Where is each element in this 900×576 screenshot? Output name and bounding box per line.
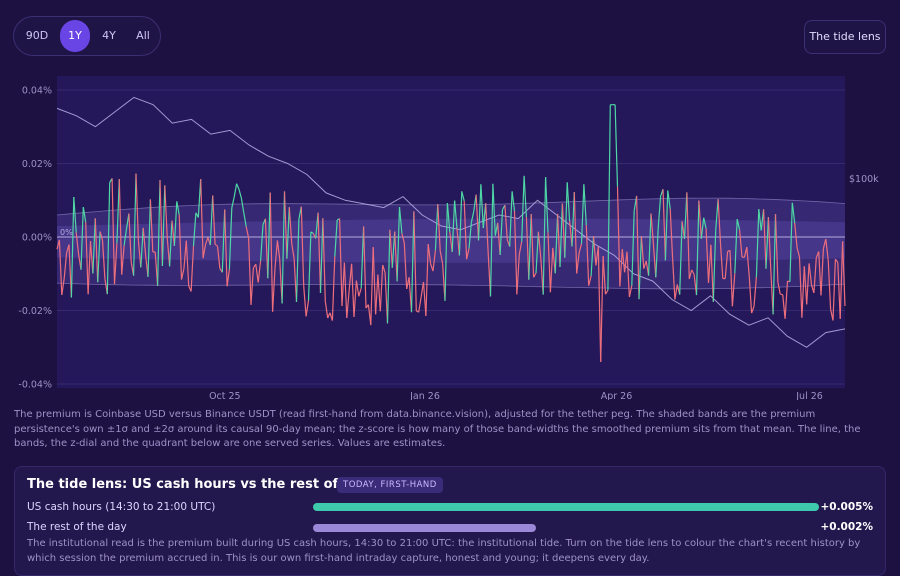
right-axis-label: $100k xyxy=(849,174,879,185)
tide-lens-panel: The tide lens: US cash hours vs the rest… xyxy=(14,466,886,576)
range-all-button[interactable]: All xyxy=(128,20,158,52)
tide-lens-badge: TODAY, FIRST-HAND xyxy=(337,477,443,493)
x-tick-label: Jan 26 xyxy=(409,391,440,400)
y-tick-label: -0.04% xyxy=(18,380,52,391)
us-hours-bar-fill xyxy=(313,503,819,511)
tide-lens-toggle-button[interactable]: The tide lens xyxy=(804,20,886,54)
range-90d-button[interactable]: 90D xyxy=(18,20,56,52)
us-hours-label: US cash hours (14:30 to 21:00 UTC) xyxy=(27,501,215,513)
tide-lens-note: The institutional read is the premium bu… xyxy=(27,537,867,566)
range-1y-button[interactable]: 1Y xyxy=(60,20,90,52)
rest-of-day-bar-fill xyxy=(313,524,536,532)
x-tick-label: Jul 26 xyxy=(795,391,823,400)
premium-chart-svg: 0.04% 0.02% 0.00% -0.02% -0.04% 0% $100k Oct 25… xyxy=(0,70,900,400)
chart-caption: The premium is Coinbase USD versus Binan… xyxy=(14,408,884,452)
range-selector: 90D 1Y 4Y All xyxy=(13,16,161,56)
us-hours-bar xyxy=(313,503,819,511)
y-tick-label: -0.02% xyxy=(18,306,52,317)
y-tick-label: 0.04% xyxy=(22,86,52,97)
premium-segment xyxy=(780,294,782,295)
rest-of-day-label: The rest of the day xyxy=(27,521,127,533)
rest-of-day-value: +0.002% xyxy=(820,521,873,533)
zero-band-label: 0% xyxy=(60,228,73,237)
us-hours-value: +0.005% xyxy=(820,501,873,513)
range-4y-button[interactable]: 4Y xyxy=(94,20,124,52)
rest-of-day-bar xyxy=(313,524,819,532)
premium-chart: 0.04% 0.02% 0.00% -0.02% -0.04% 0% $100k Oct 25… xyxy=(0,70,900,400)
x-tick-label: Apr 26 xyxy=(601,391,633,400)
y-tick-label: 0.02% xyxy=(22,159,52,170)
x-tick-label: Oct 25 xyxy=(209,391,241,400)
y-tick-label: 0.00% xyxy=(22,233,52,244)
